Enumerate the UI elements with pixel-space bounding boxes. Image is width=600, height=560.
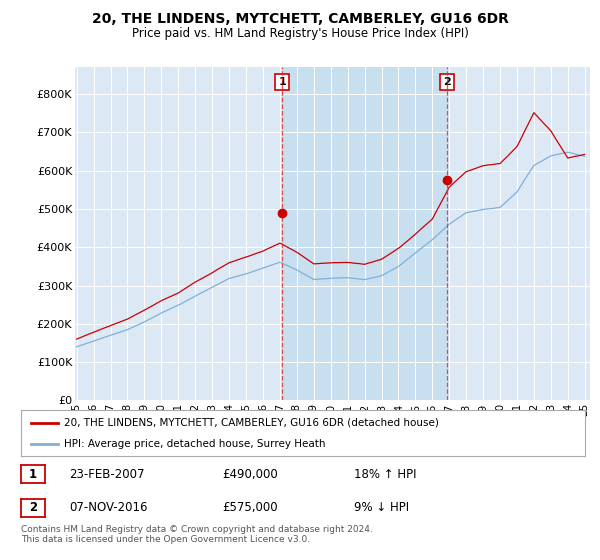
Text: HPI: Average price, detached house, Surrey Heath: HPI: Average price, detached house, Surr… — [64, 439, 326, 449]
Text: 9% ↓ HPI: 9% ↓ HPI — [354, 501, 409, 515]
Text: £575,000: £575,000 — [222, 501, 278, 515]
Text: 1: 1 — [29, 468, 37, 481]
Bar — [283, 67, 447, 400]
Text: 20, THE LINDENS, MYTCHETT, CAMBERLEY, GU16 6DR: 20, THE LINDENS, MYTCHETT, CAMBERLEY, GU… — [92, 12, 508, 26]
Text: 20, THE LINDENS, MYTCHETT, CAMBERLEY, GU16 6DR (detached house): 20, THE LINDENS, MYTCHETT, CAMBERLEY, GU… — [64, 418, 439, 428]
Text: 07-NOV-2016: 07-NOV-2016 — [69, 501, 148, 515]
Text: 2: 2 — [29, 501, 37, 515]
Text: 1: 1 — [278, 77, 286, 87]
Text: £490,000: £490,000 — [222, 468, 278, 481]
Text: Contains HM Land Registry data © Crown copyright and database right 2024.
This d: Contains HM Land Registry data © Crown c… — [21, 525, 373, 544]
Text: 23-FEB-2007: 23-FEB-2007 — [69, 468, 145, 481]
Text: 2: 2 — [443, 77, 451, 87]
Text: Price paid vs. HM Land Registry's House Price Index (HPI): Price paid vs. HM Land Registry's House … — [131, 27, 469, 40]
Text: 18% ↑ HPI: 18% ↑ HPI — [354, 468, 416, 481]
